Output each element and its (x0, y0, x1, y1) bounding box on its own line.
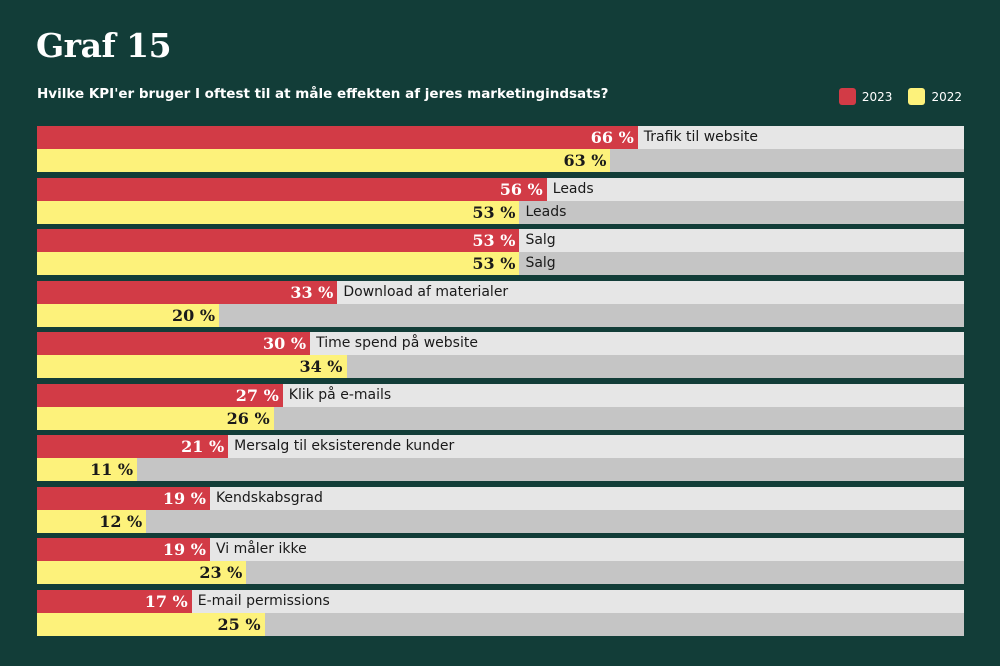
bar-2022 (37, 303, 220, 327)
bar-2022 (37, 252, 520, 275)
bar-track-2023: 53 % Salg (37, 229, 964, 252)
legend-label-2023: 2023 (861, 89, 893, 104)
data-label-2023: 17 % (144, 591, 188, 611)
legend-label-2022: 2022 (931, 89, 962, 104)
bar-track-2023: 66 % Trafik til website (37, 126, 964, 149)
bar-2022 (37, 612, 265, 636)
data-label-2022: 53 % (472, 254, 516, 273)
bar-2022 (37, 458, 138, 481)
data-label-2023: 53 % (472, 231, 516, 250)
data-label-2022: 20 % (172, 305, 216, 325)
data-label-2022: 23 % (199, 563, 243, 582)
data-label-2022: 34 % (299, 357, 343, 376)
bar-track-2022: 25 % (37, 612, 964, 636)
bar-2023 (37, 589, 192, 613)
bar-track-2022: 26 % (37, 406, 964, 430)
bar-group: 30 % Time spend på website 34 % (37, 332, 964, 378)
bar-track-2023: 19 % Vi måler ikke (37, 538, 964, 561)
bar-track-2023: 56 % Leads (37, 177, 964, 201)
bar-track-2022: 53 % Leads (37, 200, 964, 224)
data-label-2022: 26 % (226, 408, 270, 428)
legend-swatch-2022 (908, 88, 926, 105)
data-label-2023: 19 % (162, 540, 206, 559)
bar-track-2023: 30 % Time spend på website (37, 332, 964, 355)
bar-track-2022: 34 % (37, 355, 964, 378)
bar-track-2022: 23 % (37, 561, 964, 584)
data-label-2022: 63 % (563, 151, 607, 170)
bar-group: 19 % Kendskabsgrad 12 % (37, 486, 964, 533)
category-label: Leads (552, 180, 594, 197)
bar-group: 21 % Mersalg til eksisterende kunder 11 % (37, 435, 964, 481)
legend-item-2023: 2023 (838, 88, 893, 105)
data-label-2022: 53 % (472, 202, 516, 222)
bar-track-2023: 33 % Download af materialer (37, 280, 964, 304)
category-label: Salg (525, 232, 556, 248)
bar-2023 (37, 486, 210, 510)
bar-track-2023: 27 % Klik på e-mails (37, 383, 964, 407)
data-label-2023: 66 % (590, 128, 634, 147)
category-label: E-mail permissions (197, 592, 330, 609)
bar-track-2023: 17 % E-mail permissions (37, 589, 964, 613)
bar-group: 66 % Trafik til website 63 % (37, 126, 964, 172)
bar-2023 (37, 383, 283, 407)
bar-group: 17 % E-mail permissions 25 % (37, 589, 964, 636)
data-label-2023: 56 % (499, 179, 543, 199)
data-label-2023: 30 % (263, 334, 307, 353)
data-label-2023: 19 % (162, 488, 206, 508)
category-label: Kendskabsgrad (215, 489, 323, 506)
bar-2023 (37, 435, 229, 458)
bar-group: 53 % Salg 53 % Salg (37, 229, 964, 275)
chart-subtitle: Hvilke KPI'er bruger I oftest til at mål… (37, 86, 609, 102)
bar-track-2022: 20 % (37, 303, 964, 327)
category-label: Klik på e-mails (288, 386, 392, 403)
category-label: Time spend på website (316, 335, 478, 351)
data-label-2022: 25 % (217, 614, 261, 634)
bar-2022 (37, 509, 147, 533)
bar-track-2022: 12 % (37, 509, 964, 533)
category-label: Leads (525, 203, 567, 220)
bar-2023 (37, 177, 547, 201)
bar-2023 (37, 538, 210, 561)
bar-2022 (37, 200, 520, 224)
bar-2022 (37, 149, 611, 172)
category-label: Download af materialer (343, 283, 509, 300)
legend-item-2022: 2022 (908, 88, 962, 105)
legend: 2023 2022 (829, 88, 962, 105)
data-label-2022: 11 % (90, 460, 134, 479)
data-label-2023: 33 % (290, 282, 334, 302)
category-label: Trafik til website (643, 129, 758, 145)
legend-swatch-2023 (838, 88, 856, 105)
category-label: Vi måler ikke (215, 541, 307, 557)
data-label-2022: 12 % (99, 511, 143, 531)
bar-track-2022: 53 % Salg (37, 252, 964, 275)
bar-2022 (37, 561, 247, 584)
bar-track-2023: 19 % Kendskabsgrad (37, 486, 964, 510)
bar-track-2023: 21 % Mersalg til eksisterende kunder (37, 435, 964, 458)
bar-group: 33 % Download af materialer 20 % (37, 280, 964, 327)
chart-title: Graf 15 (36, 26, 172, 65)
bar-2022 (37, 355, 347, 378)
data-label-2023: 21 % (181, 437, 225, 456)
bar-2023 (37, 229, 520, 252)
bar-track-2022: 11 % (37, 458, 964, 481)
data-label-2023: 27 % (235, 385, 279, 405)
bar-2023 (37, 280, 338, 304)
bar-group: 27 % Klik på e-mails 26 % (37, 383, 964, 430)
category-label: Salg (525, 255, 556, 271)
bar-2022 (37, 406, 274, 430)
bar-2023 (37, 332, 311, 355)
category-label: Mersalg til eksisterende kunder (234, 438, 455, 454)
bar-group: 19 % Vi måler ikke 23 % (37, 538, 964, 584)
bar-group: 56 % Leads 53 % Leads (37, 177, 964, 224)
bar-2023 (37, 126, 638, 149)
bar-track-2022: 63 % (37, 149, 964, 172)
